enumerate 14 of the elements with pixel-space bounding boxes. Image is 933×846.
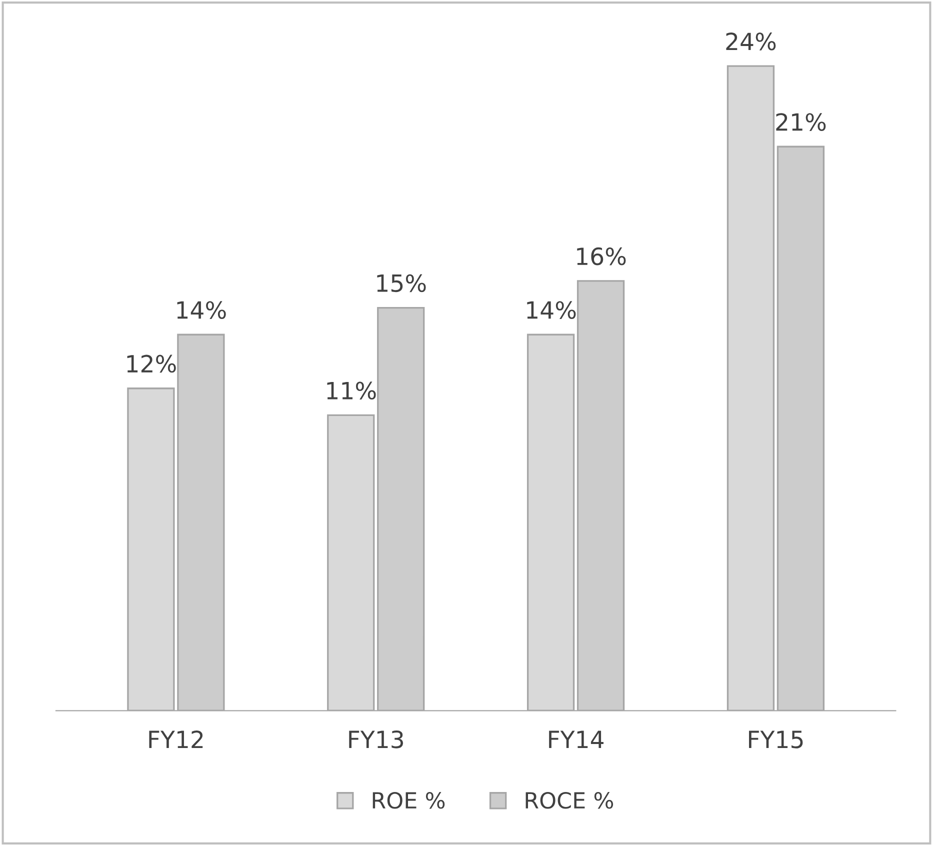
data-label: 21% xyxy=(776,113,826,131)
data-label: 16% xyxy=(577,247,626,266)
legend-label: ROCE % xyxy=(526,792,614,809)
data-label: 14% xyxy=(177,301,226,319)
data-label: 12% xyxy=(127,354,176,373)
data-label: 14% xyxy=(527,301,576,319)
x-tick-label: FY15 xyxy=(749,730,803,748)
data-label: 15% xyxy=(377,274,426,292)
x-tick-label: FY12 xyxy=(149,730,203,748)
data-label: 24% xyxy=(726,32,776,50)
legend-label: ROE % xyxy=(372,792,445,809)
x-tick-label: FY13 xyxy=(349,730,403,748)
data-label: 11% xyxy=(327,382,376,400)
x-tick-label: FY14 xyxy=(549,730,604,748)
